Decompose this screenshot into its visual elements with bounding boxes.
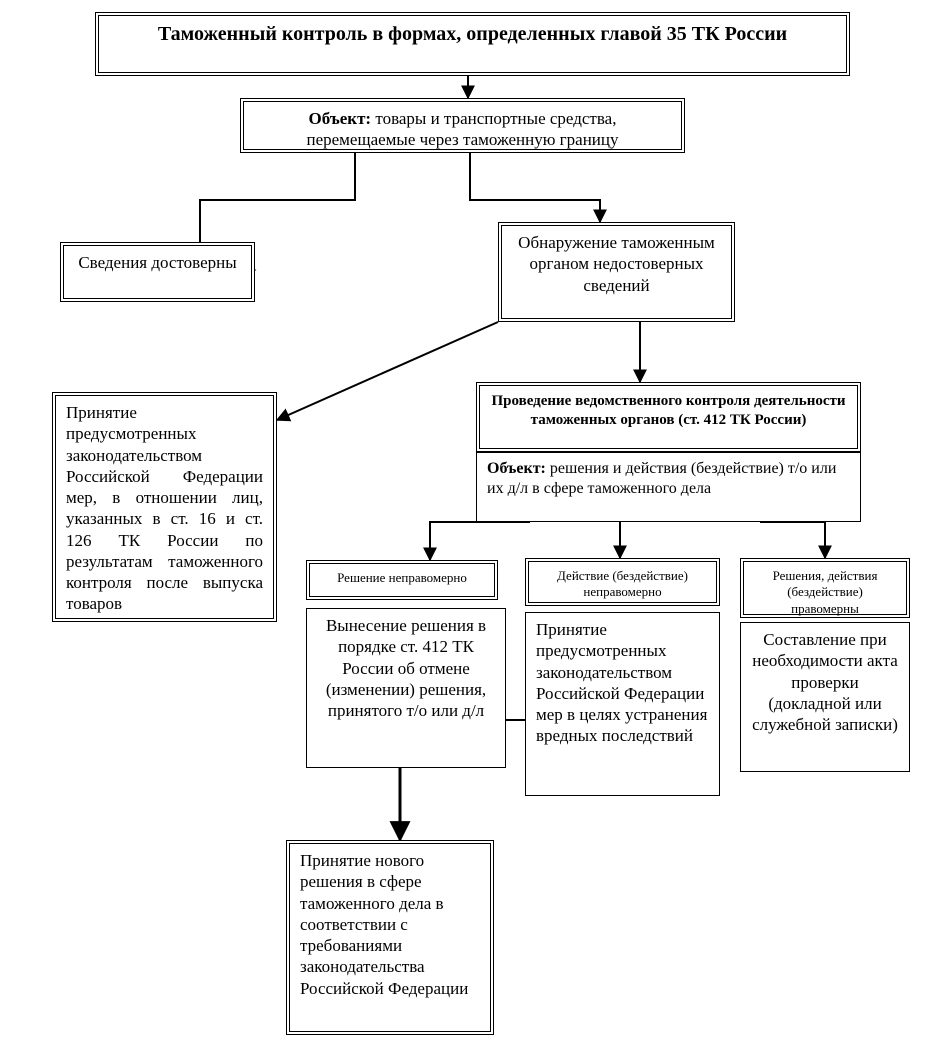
object2-text: Объект: решения и действия (бездействие)… [487, 459, 850, 499]
ruling412-box: Вынесение решения в порядке ст. 412 ТК Р… [306, 608, 506, 768]
decision-unlawful-box: Решение неправомерно [306, 560, 498, 600]
act-box: Составление при необходимости акта прове… [740, 622, 910, 772]
measures-left-box: Принятие предусмотренных законодательств… [52, 392, 277, 622]
lawful-text: Решения, действия (бездействие) правомер… [754, 568, 896, 617]
measures-left-text: Принятие предусмотренных законодательств… [66, 402, 263, 615]
object1-text: Объект: товары и транспортные средства, … [254, 108, 671, 151]
object2-label: Объект: [487, 460, 546, 477]
new-decision-box: Принятие нового решения в сфере таможенн… [286, 840, 494, 1035]
decision-unlawful-text: Решение неправомерно [320, 570, 484, 586]
ruling412-text: Вынесение решения в порядке ст. 412 ТК Р… [317, 615, 495, 721]
new-decision-text: Принятие нового решения в сфере таможенн… [300, 850, 480, 999]
detection-text: Обнаружение таможенным органом недостове… [512, 232, 721, 296]
title-text: Таможенный контроль в формах, определенн… [109, 22, 836, 47]
measures-center-text: Принятие предусмотренных законодательств… [536, 619, 709, 747]
flowchart-canvas: Таможенный контроль в формах, определенн… [0, 0, 937, 1050]
title-box: Таможенный контроль в формах, определенн… [95, 12, 850, 76]
object1-box: Объект: товары и транспортные средства, … [240, 98, 685, 153]
act-text: Составление при необходимости акта прове… [751, 629, 899, 735]
control412-box: Проведение ведомственного контроля деяте… [476, 382, 861, 452]
reliable-box: Сведения достоверны [60, 242, 255, 302]
measures-center-box: Принятие предусмотренных законодательств… [525, 612, 720, 796]
action-unlawful-box: Действие (бездействие) неправомерно [525, 558, 720, 606]
lawful-box: Решения, действия (бездействие) правомер… [740, 558, 910, 618]
object1-label: Объект: [309, 109, 372, 128]
control412-text: Проведение ведомственного контроля деяте… [490, 392, 847, 430]
reliable-text: Сведения достоверны [74, 252, 241, 273]
action-unlawful-text: Действие (бездействие) неправомерно [539, 568, 706, 601]
object2-box: Объект: решения и действия (бездействие)… [476, 452, 861, 522]
detection-box: Обнаружение таможенным органом недостове… [498, 222, 735, 322]
